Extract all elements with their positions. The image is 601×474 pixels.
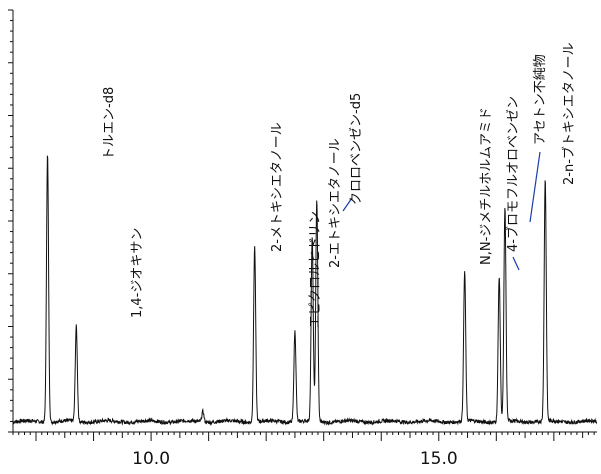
leader-lines xyxy=(342,151,541,271)
x-tick-label-15: 15.0 xyxy=(420,449,458,469)
leader-line xyxy=(512,256,520,271)
peak-label: アセトン不純物 xyxy=(533,54,548,145)
peak-label: 2-メトキシエタノール xyxy=(270,122,285,252)
peak-label: 1,4-ジオキサン xyxy=(130,228,145,318)
peak-label: N,N-ジメチルホルムアミド xyxy=(479,107,494,265)
x-tick-labels: 10.0 15.0 xyxy=(132,449,458,469)
peak-label: トルエン-d8 xyxy=(102,87,117,160)
peak-label: エピクロルヒドリン xyxy=(308,211,323,328)
x-tick-label-10: 10.0 xyxy=(132,449,170,469)
axes xyxy=(8,9,597,441)
peak-label: クロロベンゼン-d5 xyxy=(349,93,364,205)
leader-line xyxy=(529,151,541,223)
peak-label: 2-エトキシエタノール xyxy=(328,138,343,268)
leader-line xyxy=(342,197,353,212)
chromatogram-trace xyxy=(12,155,598,427)
peak-label: 2-n-ブトキシエタノール xyxy=(561,42,577,185)
peak-label: 4-ブロモフルオロベンゼン xyxy=(505,96,521,252)
